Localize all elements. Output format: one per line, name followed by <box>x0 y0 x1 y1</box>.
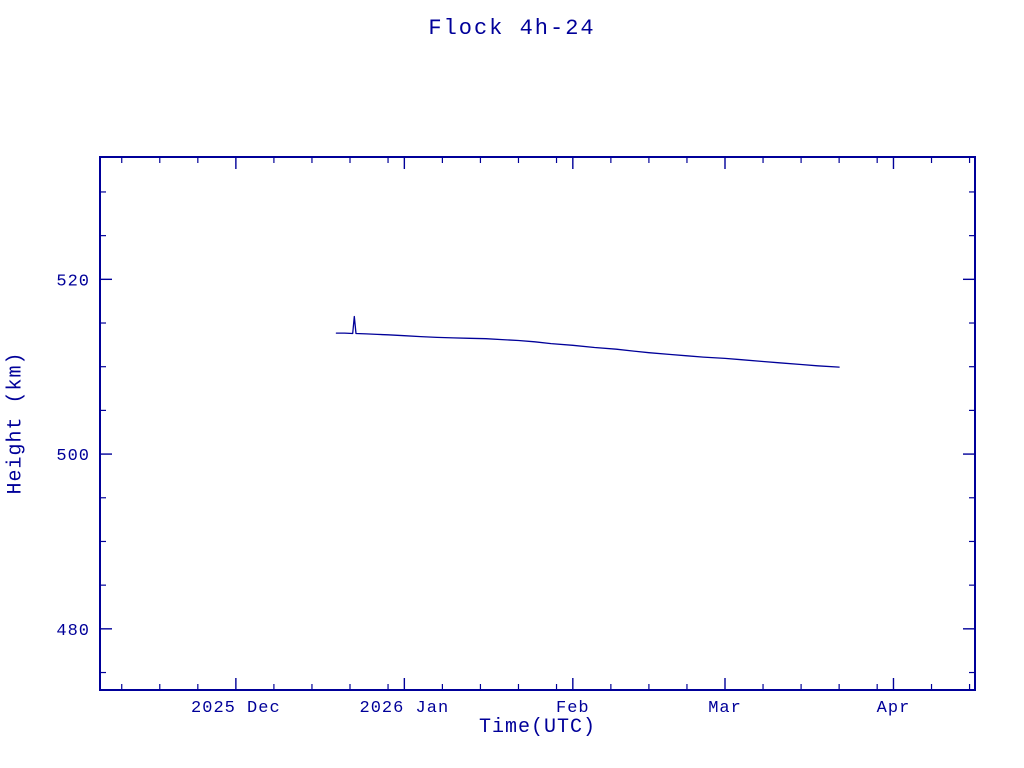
x-tick-label: Feb <box>556 699 590 718</box>
y-tick-label: 500 <box>56 447 90 466</box>
x-axis-label: Time(UTC) <box>478 716 597 739</box>
x-tick-label: 2025 Dec <box>191 699 281 718</box>
y-tick-label: 520 <box>56 272 90 291</box>
chart-title: Flock 4h-24 <box>428 16 596 41</box>
plot-border <box>99 156 976 691</box>
y-axis-label-text: Height (km) <box>4 351 28 495</box>
x-tick-label: Apr <box>877 699 911 718</box>
y-tick-label: 480 <box>56 622 90 641</box>
x-tick-label: 2026 Jan <box>360 699 450 718</box>
height-series-line <box>335 315 840 368</box>
x-tick-label: Mar <box>708 699 742 718</box>
